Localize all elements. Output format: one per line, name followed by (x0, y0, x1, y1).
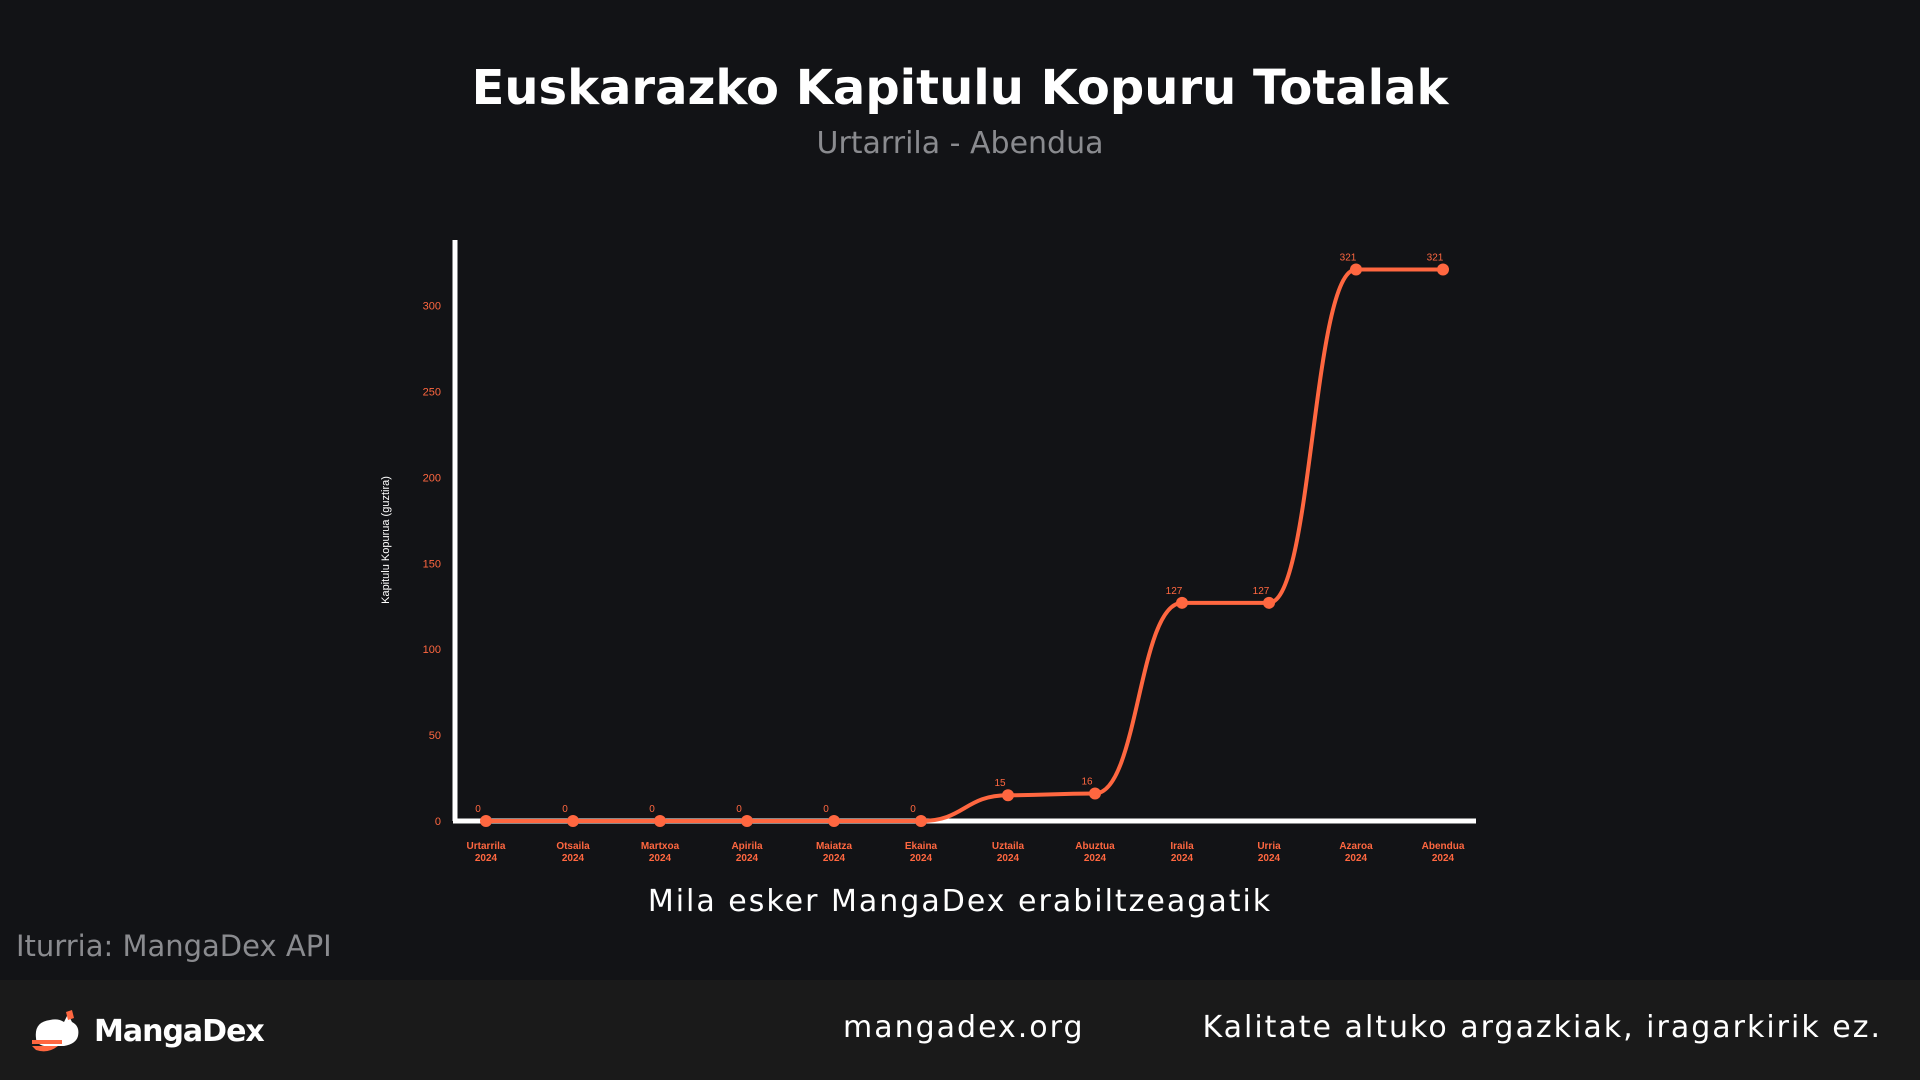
chart-title: Euskarazko Kapitulu Kopuru Totalak (471, 60, 1449, 116)
data-label: 0 (649, 804, 655, 815)
data-point (1437, 263, 1449, 276)
y-tick-label: 0 (435, 816, 441, 828)
data-point (1176, 596, 1188, 609)
data-label: 321 (1340, 253, 1357, 264)
x-tick-label: Urtarrila 2024 (467, 841, 506, 864)
y-tick-label: 300 (423, 301, 441, 313)
data-point (480, 815, 492, 827)
x-tick-label: Uztaila 2024 (992, 841, 1025, 864)
series-line (484, 267, 1445, 824)
data-label: 16 (1081, 777, 1093, 788)
y-axis-label: Kapitulu Kopurua (guztira) (380, 476, 392, 604)
data-point (1002, 789, 1014, 802)
y-tick-label: 250 (423, 387, 441, 399)
data-label: 0 (475, 804, 481, 815)
site-url[interactable]: mangadex.org (843, 1010, 1085, 1045)
y-tick-label: 100 (423, 644, 441, 656)
x-tick-label: Martxoa 2024 (641, 841, 680, 864)
tagline: Kalitate altuko argazkiak, iragarkirik e… (1202, 1010, 1882, 1045)
data-point (828, 815, 840, 827)
data-label: 0 (562, 804, 568, 815)
data-label: 15 (994, 778, 1006, 789)
x-tick-label: Apirila 2024 (731, 841, 763, 864)
x-tick-label: Maiatza 2024 (816, 841, 853, 864)
thanks-message: Mila esker MangaDex erabiltzeagatik (647, 884, 1273, 919)
data-label: 127 (1253, 586, 1270, 597)
data-point (1089, 787, 1101, 800)
y-tick-label: 200 (423, 472, 441, 484)
data-point (567, 815, 579, 827)
data-label: 127 (1166, 586, 1183, 597)
x-tick-label: Iraila 2024 (1170, 841, 1194, 864)
y-tick-label: 150 (423, 558, 441, 570)
y-tick-label: 50 (429, 730, 441, 742)
data-point (654, 815, 666, 827)
data-label: 0 (736, 804, 742, 815)
brand-name: MangaDex (94, 1014, 265, 1049)
footer-bar: MangaDex mangadex.org Kalitate altuko ar… (0, 980, 1920, 1080)
data-point (1263, 596, 1275, 609)
data-label: 0 (910, 804, 916, 815)
x-tick-label: Abuztua 2024 (1075, 841, 1115, 864)
x-tick-label: Azaroa 2024 (1339, 841, 1373, 864)
data-point (741, 815, 753, 827)
x-tick-label: Otsaila 2024 (556, 841, 590, 864)
x-tick-label: Urria 2024 (1257, 841, 1281, 864)
data-label: 321 (1427, 253, 1444, 264)
mangadex-cat-logo-icon (32, 1010, 79, 1052)
x-tick-label: Abendua 2024 (1422, 841, 1465, 864)
source-credit: Iturria: MangaDex API (16, 929, 332, 963)
data-point (1350, 263, 1362, 276)
data-point (915, 815, 927, 827)
x-tick-label: Ekaina 2024 (905, 841, 938, 864)
data-label: 0 (823, 804, 829, 815)
chart-subtitle: Urtarrila - Abendua (816, 126, 1104, 161)
